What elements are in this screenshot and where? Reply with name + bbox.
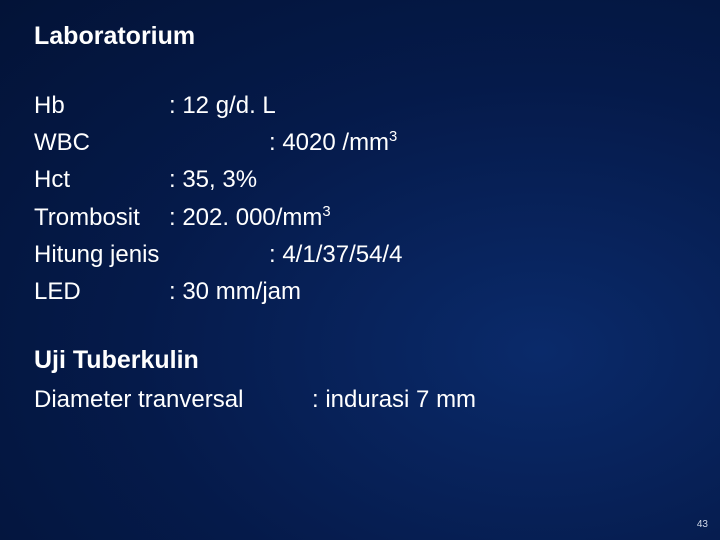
label-wbc: WBC: [34, 124, 269, 161]
row-trombosit: Trombosit: 202. 000/mm3: [34, 199, 686, 236]
value-led: : 30 mm/jam: [169, 273, 301, 310]
row-diameter: Diameter tranversal: indurasi 7 mm: [34, 381, 686, 418]
value-hitung-jenis: : 4/1/37/54/4: [269, 236, 402, 273]
slide: Laboratorium Hb: 12 g/d. L WBC: 4020 /mm…: [0, 0, 720, 540]
row-hitung-jenis: Hitung jenis: 4/1/37/54/4: [34, 236, 686, 273]
value-hb: : 12 g/d. L: [169, 87, 276, 124]
value-trombosit: : 202. 000/mm3: [169, 199, 331, 236]
row-hb: Hb: 12 g/d. L: [34, 87, 686, 124]
value-wbc: : 4020 /mm3: [269, 124, 397, 161]
value-hct: : 35, 3%: [169, 161, 257, 198]
section-heading-lab: Laboratorium: [34, 22, 686, 51]
value-diameter: : indurasi 7 mm: [312, 381, 476, 418]
label-led: LED: [34, 273, 169, 310]
row-led: LED: 30 mm/jam: [34, 273, 686, 310]
label-diameter: Diameter tranversal: [34, 381, 312, 418]
label-hct: Hct: [34, 161, 169, 198]
label-hitung-jenis: Hitung jenis: [34, 236, 269, 273]
label-hb: Hb: [34, 87, 169, 124]
row-wbc: WBC: 4020 /mm3: [34, 124, 686, 161]
section-heading-tuberkulin: Uji Tuberkulin: [34, 346, 686, 375]
label-trombosit: Trombosit: [34, 199, 169, 236]
page-number: 43: [697, 519, 708, 530]
row-hct: Hct: 35, 3%: [34, 161, 686, 198]
